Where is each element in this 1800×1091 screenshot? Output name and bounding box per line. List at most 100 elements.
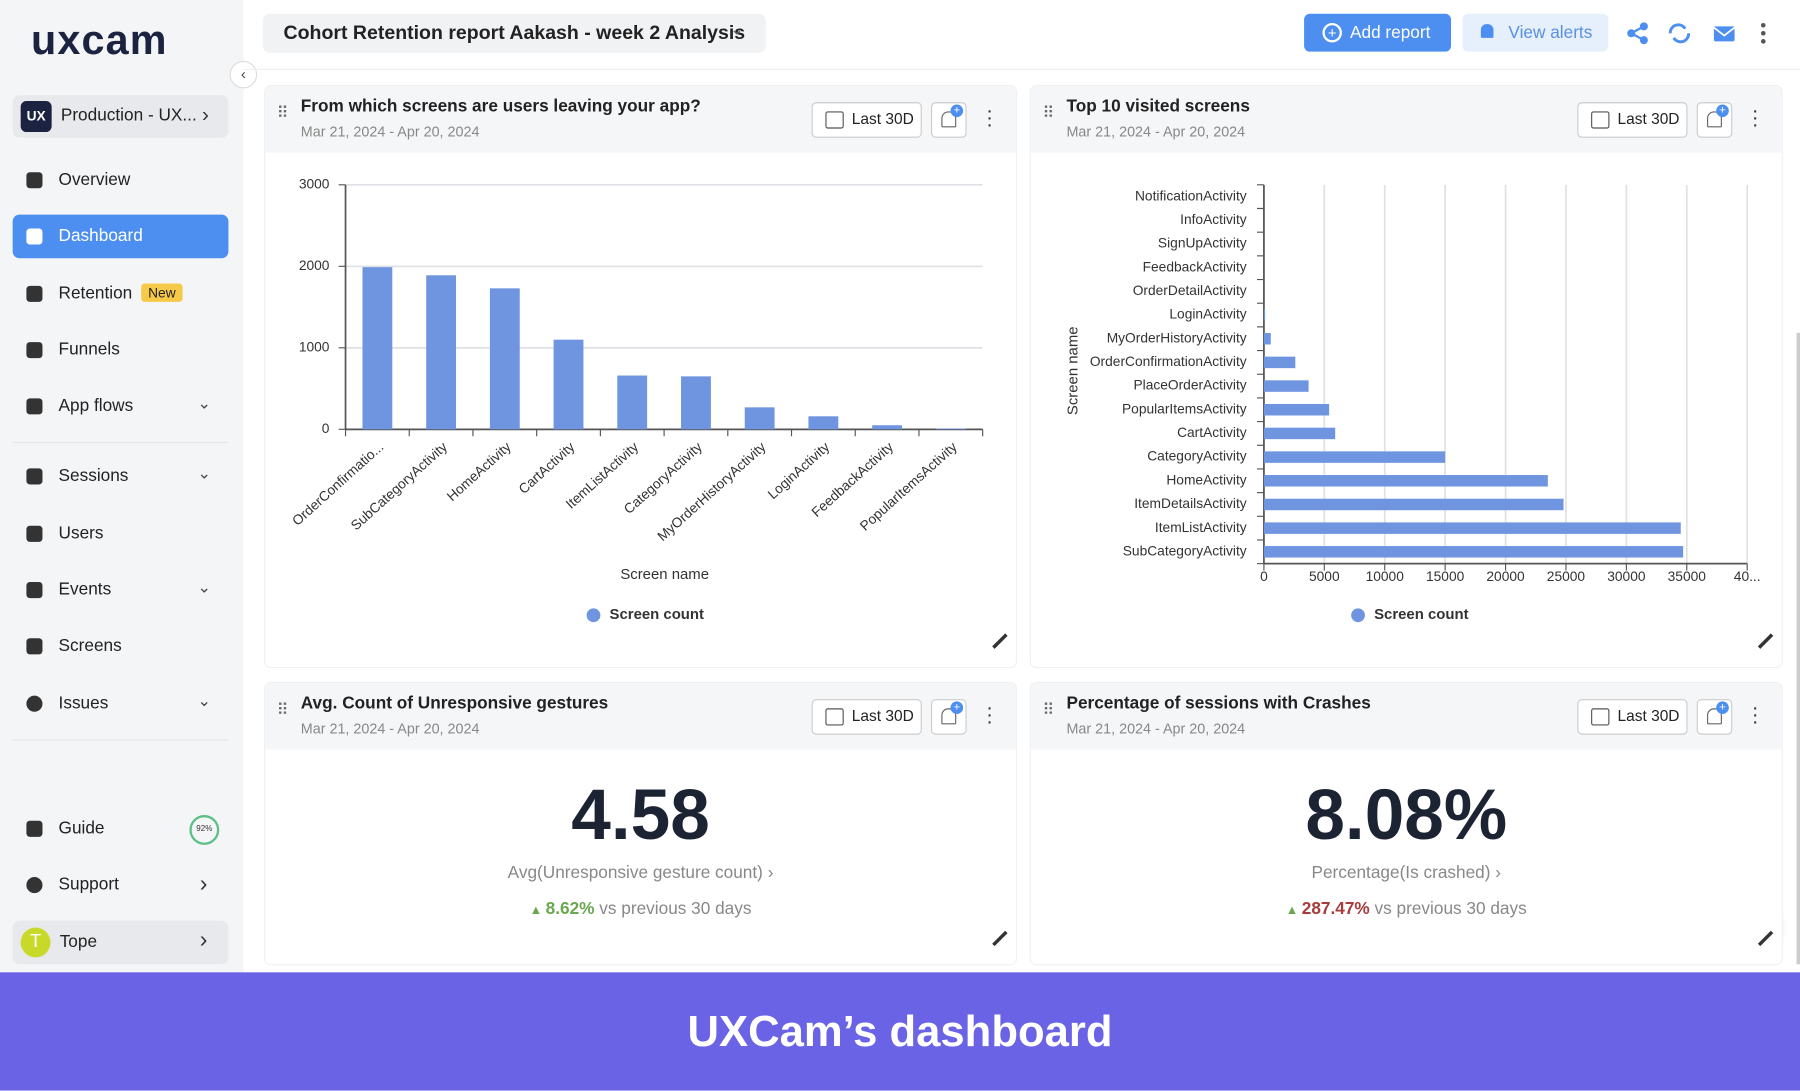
- nav-item[interactable]: Retention: [58, 283, 133, 304]
- bar: [935, 428, 966, 430]
- bar: [1263, 546, 1684, 558]
- bar: [1263, 380, 1309, 392]
- x-tick-label: 10000: [1366, 569, 1405, 584]
- period-button[interactable]: [1577, 102, 1688, 138]
- widget: ⠿ Top 10 visited screens Mar 21, 2024 - Ap…: [1029, 84, 1783, 669]
- bar: [1263, 475, 1548, 487]
- alert-bell: [1707, 111, 1722, 128]
- caption-band: [0, 972, 1800, 1091]
- y-tick-label: NotificationActivity: [1135, 188, 1247, 203]
- y-tick-label: LoginActivity: [1169, 307, 1246, 322]
- period-label: Last 30D: [851, 110, 914, 128]
- more-icon[interactable]: [1760, 22, 1766, 44]
- drag-handle[interactable]: ⠿: [276, 103, 289, 122]
- drag-handle[interactable]: ⠿: [1042, 103, 1054, 122]
- more-button[interactable]: · · ·: [986, 98, 993, 136]
- nav-divider: [12, 441, 229, 444]
- nav-icon: [26, 398, 43, 415]
- bar: [744, 407, 775, 430]
- user-avatar: T: [20, 927, 51, 958]
- more-button[interactable]: · · ·: [1751, 98, 1759, 136]
- nav-item[interactable]: Guide: [58, 818, 105, 839]
- y-tick-label: SignUpActivity: [1158, 236, 1247, 251]
- nav-item[interactable]: Users: [58, 523, 104, 543]
- drag-handle[interactable]: ⠿: [1042, 700, 1054, 719]
- x-tick-label: 40...: [1734, 569, 1761, 584]
- drag-handle[interactable]: ⠿: [276, 700, 289, 719]
- y-tick-label: 0: [322, 421, 330, 436]
- y-tick-label: HomeActivity: [1166, 472, 1246, 487]
- logo[interactable]: uxcam: [30, 16, 168, 64]
- chevron: ⌄: [197, 463, 211, 483]
- chart: 0100020003000OrderConfirmatio...SubCateg…: [289, 176, 984, 623]
- alert-plus: +: [1716, 701, 1729, 715]
- nav-divider: [12, 739, 229, 741]
- widget-date: Mar 21, 2024 - Apr 20, 2024: [1066, 123, 1246, 141]
- period-button[interactable]: [811, 102, 922, 138]
- y-tick-label: CategoryActivity: [1147, 449, 1247, 464]
- y-tick-label: SubCategoryActivity: [1123, 543, 1247, 558]
- period-button[interactable]: [1577, 699, 1688, 735]
- alert-plus: +: [950, 701, 964, 715]
- chevron: ⌄: [197, 393, 211, 413]
- nav-icon: [26, 228, 43, 245]
- nav-item[interactable]: Dashboard: [58, 226, 143, 246]
- nav-item[interactable]: Events: [58, 579, 112, 600]
- top-bar-divider: [243, 68, 1800, 71]
- widget-title: Avg. Count of Unresponsive gestures: [300, 693, 609, 713]
- x-tick-label: 25000: [1547, 569, 1586, 584]
- bar: [681, 376, 711, 430]
- nav-icon: [26, 695, 43, 712]
- widget: ⠿ Percentage of sessions with Crashes Mar …: [1029, 681, 1783, 966]
- nav-item[interactable]: Overview: [58, 169, 131, 190]
- edit-icon[interactable]: [992, 930, 1008, 947]
- bar: [1263, 404, 1330, 416]
- bar: [489, 288, 520, 430]
- metric-change-row: ▲ 287.47% vs previous 30 days: [1031, 899, 1782, 919]
- chart: 0 5000 10000 15000 20000 25000 30000 35000 40...…: [1064, 184, 1761, 623]
- collapse-button[interactable]: ‹: [229, 60, 258, 89]
- y-tick-label: InfoActivity: [1180, 212, 1247, 227]
- widget-title: Percentage of sessions with Crashes: [1066, 693, 1371, 713]
- widget-title: Top 10 visited screens: [1066, 96, 1250, 116]
- nav-item[interactable]: Issues: [58, 693, 109, 713]
- metric-label-row[interactable]: Avg(Unresponsive gesture count) ›: [265, 863, 1016, 883]
- nav-icon: [26, 638, 43, 655]
- nav-item[interactable]: Screens: [58, 635, 122, 656]
- bar: [1263, 332, 1271, 345]
- alert-plus: +: [950, 104, 964, 118]
- more-button[interactable]: · · ·: [986, 695, 993, 733]
- period-button[interactable]: [811, 699, 922, 735]
- edit-icon[interactable]: [1757, 930, 1774, 947]
- metric-change: 8.62%: [545, 898, 595, 919]
- refresh-icon[interactable]: [1668, 23, 1691, 44]
- x-tick-label: MyOrderHistoryActivity: [655, 439, 769, 544]
- y-tick-label: PopularItemsActivity: [1122, 401, 1247, 416]
- view-alerts-label: View alerts: [1508, 22, 1593, 43]
- nav-item[interactable]: Sessions: [58, 466, 129, 486]
- mail-icon[interactable]: [1713, 26, 1736, 42]
- nav-icon: [26, 342, 43, 359]
- metric-comparison: vs previous 30 days: [599, 898, 752, 919]
- metric-value: 8.08%: [1305, 776, 1508, 856]
- x-tick-label: LoginActivity: [765, 439, 833, 502]
- bar: [1263, 309, 1266, 321]
- y-tick-label: ItemDetailsActivity: [1134, 496, 1247, 511]
- bell-icon: [1480, 24, 1494, 38]
- trend-arrow: ▲: [529, 903, 546, 918]
- metric-label-row[interactable]: Percentage(Is crashed) ›: [1031, 863, 1782, 883]
- alert-plus: +: [1716, 104, 1729, 118]
- share-icon[interactable]: [1627, 22, 1648, 45]
- more-button[interactable]: · · ·: [1751, 695, 1759, 733]
- user-name: Tope: [59, 932, 98, 952]
- nav-item[interactable]: Funnels: [58, 339, 120, 360]
- caption: UXCam’s dashboard: [687, 1007, 1113, 1057]
- report-selector[interactable]: [262, 13, 766, 53]
- chevron: ›: [199, 927, 208, 953]
- widget-date: Mar 21, 2024 - Apr 20, 2024: [1066, 720, 1246, 737]
- y-tick-label: CartActivity: [1177, 425, 1247, 440]
- project-icon: UX: [20, 101, 52, 133]
- nav-item[interactable]: App flows: [58, 396, 134, 416]
- nav-icon: [26, 468, 43, 485]
- nav-item[interactable]: Support: [58, 874, 119, 895]
